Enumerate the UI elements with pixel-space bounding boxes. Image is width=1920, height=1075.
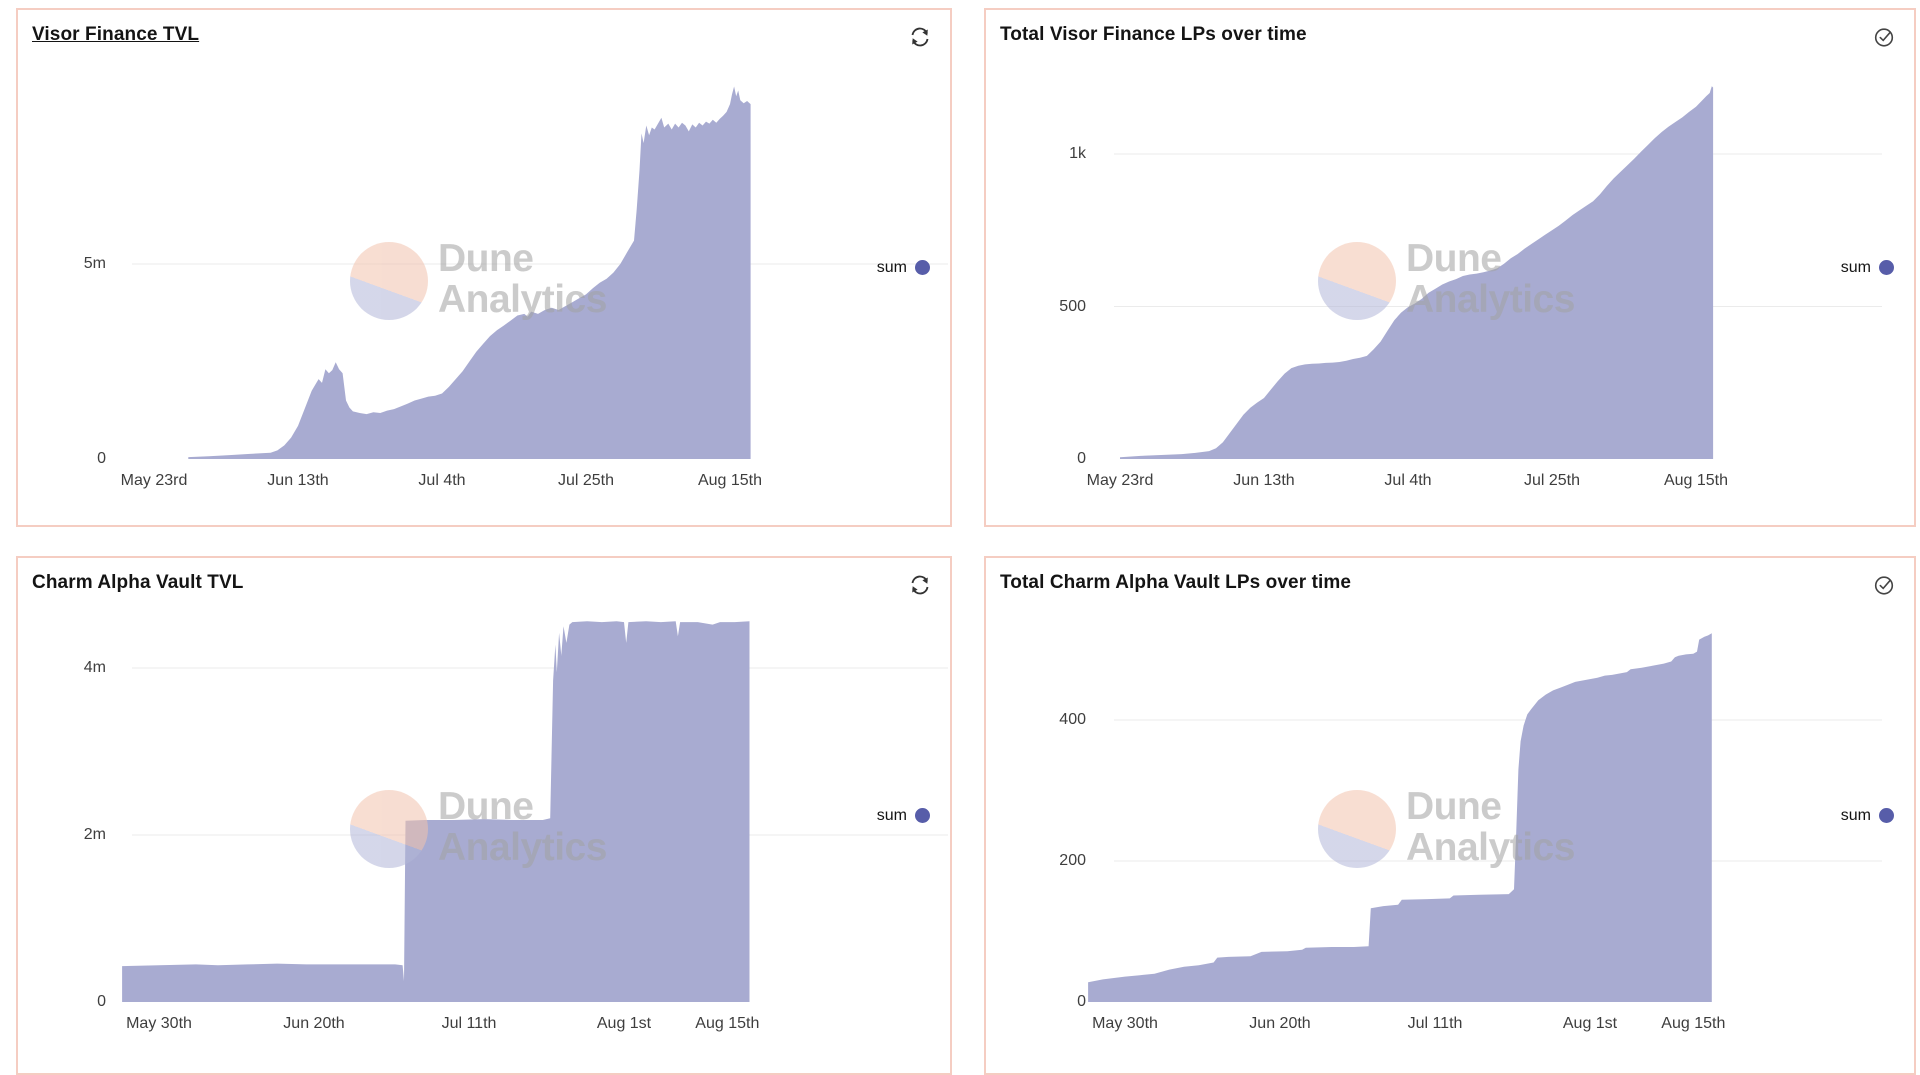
refresh-icon[interactable] <box>906 572 934 600</box>
x-axis-tick-label: Jul 4th <box>418 472 466 489</box>
x-axis-tick-label: Aug 1st <box>596 1015 652 1032</box>
y-axis-tick-label: 0 <box>97 450 106 467</box>
area-series-sum <box>188 86 751 459</box>
area-chart <box>122 621 948 1002</box>
check-circle-icon[interactable] <box>1870 24 1898 52</box>
area-chart <box>1088 633 1882 1002</box>
area-series-sum <box>1120 86 1714 460</box>
legend-label: sum <box>876 258 907 276</box>
legend-dot <box>1879 260 1894 275</box>
legend[interactable]: sum <box>877 807 930 825</box>
y-axis-tick-label: 0 <box>97 993 106 1010</box>
legend-dot <box>915 808 930 823</box>
legend[interactable]: sum <box>1841 259 1894 277</box>
chart-title[interactable]: Visor Finance TVL <box>32 24 200 45</box>
x-axis-tick-label: Jun 20th <box>283 1015 345 1032</box>
chart-title[interactable]: Total Visor Finance LPs over time <box>1000 24 1307 45</box>
x-axis-tick-label: Jul 4th <box>1384 472 1432 489</box>
check-circle-icon[interactable] <box>1870 572 1898 600</box>
chart-title[interactable]: Charm Alpha Vault TVL <box>32 572 244 593</box>
refresh-icon[interactable] <box>906 24 934 52</box>
x-axis-tick-label: Jul 11th <box>1407 1015 1463 1032</box>
x-axis-tick-label: Aug 15th <box>1663 472 1729 489</box>
y-axis-tick-label: 500 <box>1059 297 1086 315</box>
legend-label: sum <box>1840 258 1871 276</box>
x-axis-tick-label: Jun 20th <box>1249 1015 1311 1032</box>
area-series-sum <box>1088 633 1712 1002</box>
x-axis-tick-label: Aug 1st <box>1562 1015 1618 1032</box>
x-axis-tick-label: May 30th <box>1092 1015 1158 1032</box>
y-axis-tick-label: 0 <box>1077 993 1086 1010</box>
x-axis-tick-label: Jul 25th <box>1523 472 1581 489</box>
area-series-sum <box>122 621 750 1002</box>
legend-dot <box>1879 808 1894 823</box>
x-axis-tick-label: Jun 13th <box>267 472 329 489</box>
x-axis-tick-label: Jul 11th <box>441 1015 497 1032</box>
legend-label: sum <box>876 806 907 824</box>
y-axis-tick-label: 200 <box>1059 852 1086 869</box>
chart-card-charm-lps: Total Charm Alpha Vault LPs over time Du… <box>984 556 1916 1075</box>
area-chart <box>132 86 948 459</box>
y-axis-tick-label: 400 <box>1059 711 1086 728</box>
legend-label: sum <box>1840 806 1871 824</box>
x-axis-tick-label: May 23rd <box>120 472 188 489</box>
y-axis-tick-label: 4m <box>83 659 106 676</box>
chart-title[interactable]: Total Charm Alpha Vault LPs over time <box>1000 572 1352 593</box>
chart-card-visor-lps: Total Visor Finance LPs over time Dune An… <box>984 8 1916 527</box>
chart-card-charm-tvl: Charm Alpha Vault TVL Dune Analytics sum … <box>16 556 952 1075</box>
legend[interactable]: sum <box>1841 807 1894 825</box>
y-axis-tick-label: 1k <box>1069 145 1086 162</box>
y-axis-tick-label: 0 <box>1077 450 1086 467</box>
x-axis-tick-label: Aug 15th <box>695 1015 760 1032</box>
x-axis-tick-label: May 23rd <box>1086 472 1154 489</box>
y-axis-tick-label: 2m <box>83 826 106 843</box>
chart-card-visor-tvl: Visor Finance TVL Dune Analytics sum 5m 0 M… <box>16 8 952 527</box>
y-axis-tick-label: 5m <box>83 255 106 272</box>
x-axis-tick-label: Jul 25th <box>557 472 615 489</box>
legend-dot <box>915 260 930 275</box>
x-axis-tick-label: Jun 13th <box>1233 472 1295 489</box>
x-axis-tick-label: May 30th <box>126 1015 192 1032</box>
area-chart <box>1114 86 1882 460</box>
legend[interactable]: sum <box>877 259 930 277</box>
x-axis-tick-label: Aug 15th <box>1661 1015 1726 1032</box>
x-axis-tick-label: Aug 15th <box>697 472 763 489</box>
